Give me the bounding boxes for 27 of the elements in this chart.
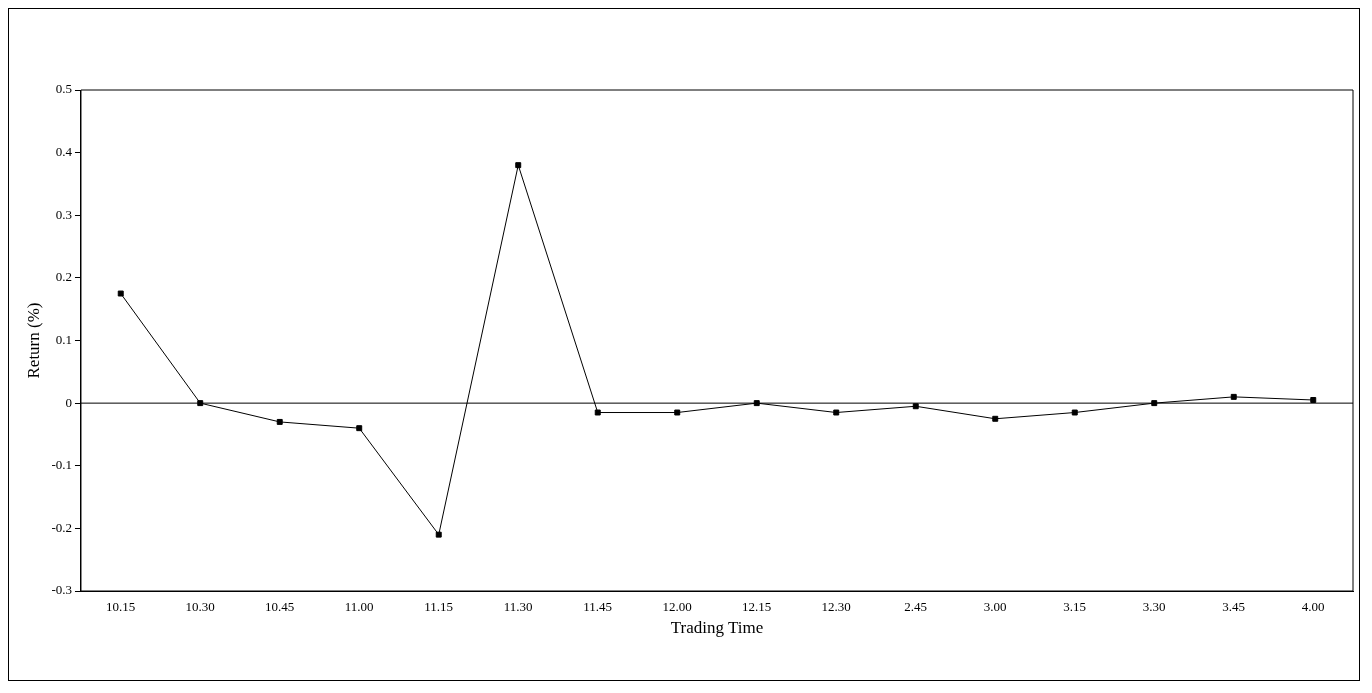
x-tick-label: 3.15 [1063,599,1087,615]
x-tick-label: 12.00 [662,599,692,615]
x-tick-label: 11.15 [424,599,454,615]
y-tick-label: 0.5 [55,81,72,97]
x-tick-label: 10.15 [106,599,136,615]
x-tick-label: 10.45 [265,599,295,615]
y-tick-label: 0.1 [55,331,72,347]
y-tick-label: 0.3 [55,206,72,222]
y-tick-label: -0.3 [51,582,72,598]
y-tick-label: 0.4 [55,144,73,160]
x-tick-label: 4.00 [1301,599,1325,615]
y-tick-label: 0.2 [55,269,72,285]
x-tick-label: 10.30 [185,599,215,615]
x-tick-label: 3.00 [983,599,1007,615]
y-axis-title: Return (%) [23,302,43,379]
x-tick-label: 11.45 [583,599,613,615]
x-tick-label: 11.00 [344,599,374,615]
x-tick-label: 12.30 [821,599,851,615]
y-tick-label: -0.2 [51,519,72,535]
x-tick-label: 3.30 [1142,599,1166,615]
x-tick-label: 12.15 [742,599,772,615]
x-tick-label: 2.45 [904,599,928,615]
y-tick-label: -0.1 [51,457,72,473]
x-tick-label: 11.30 [503,599,533,615]
x-axis-title: Trading Time [670,618,764,638]
x-tick-label: 3.45 [1222,599,1246,615]
y-tick-label: 0 [65,394,72,410]
